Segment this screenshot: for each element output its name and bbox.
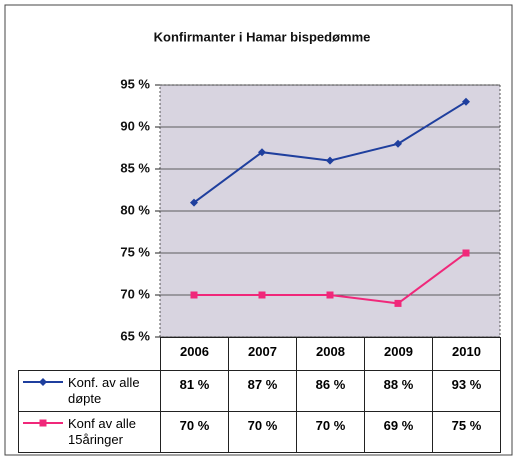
legend-label: Konf av alle 15åringer [68,416,136,447]
point-marker [190,291,198,299]
category-cell: 2007 [228,337,297,371]
data-table: 2006 2007 2008 2009 2010 Konf. av alle døpte… [18,337,501,453]
value-cell: 87 % [228,370,297,412]
series-row: Konf. av alle døpte 81 % 87 % 86 % 88 % 93 % [18,370,501,412]
point-marker [326,156,334,165]
chart-border [4,4,513,456]
point-marker [258,291,266,299]
value-cell: 86 % [296,370,365,412]
value-cell: 70 % [228,411,297,453]
legend-cell: Konf. av alle døpte [18,370,161,412]
y-tick-label: 70 % [120,286,150,301]
category-cell: 2006 [160,337,229,371]
value-cell: 70 % [160,411,229,453]
y-tick-label: 90 % [120,118,150,133]
y-tick-label: 80 % [120,202,150,217]
value-cell: 75 % [432,411,501,453]
point-marker [394,139,402,148]
chart-title: Konfirmanter i Hamar bispedømme [154,29,371,44]
legend-cell: Konf av alle 15åringer [18,411,161,453]
legend-icon [23,419,63,427]
legend-label: Konf. av alle døpte [68,375,140,406]
legend-entry: Konf av alle 15åringer [19,412,160,452]
value-cell: 93 % [432,370,501,412]
value-cell: 70 % [296,411,365,453]
value-cell: 88 % [364,370,433,412]
point-marker [258,148,266,157]
blank-cell [18,337,161,371]
y-tick-label: 85 % [120,160,150,175]
category-cell: 2008 [296,337,365,371]
value-cell: 69 % [364,411,433,453]
legend-entry: Konf. av alle døpte [19,371,160,411]
point-marker [394,299,402,307]
y-tick-label: 95 % [120,76,150,91]
point-marker [190,198,198,207]
point-marker [462,97,470,106]
category-cell: 2009 [364,337,433,371]
value-cell: 81 % [160,370,229,412]
legend-icon [23,378,63,386]
y-tick-label: 75 % [120,244,150,259]
point-marker [326,291,334,299]
category-cell: 2010 [432,337,501,371]
header-row: 2006 2007 2008 2009 2010 [18,337,501,371]
series-row: Konf av alle 15åringer 70 % 70 % 70 % 69 % 75… [18,411,501,453]
point-marker [462,249,470,257]
